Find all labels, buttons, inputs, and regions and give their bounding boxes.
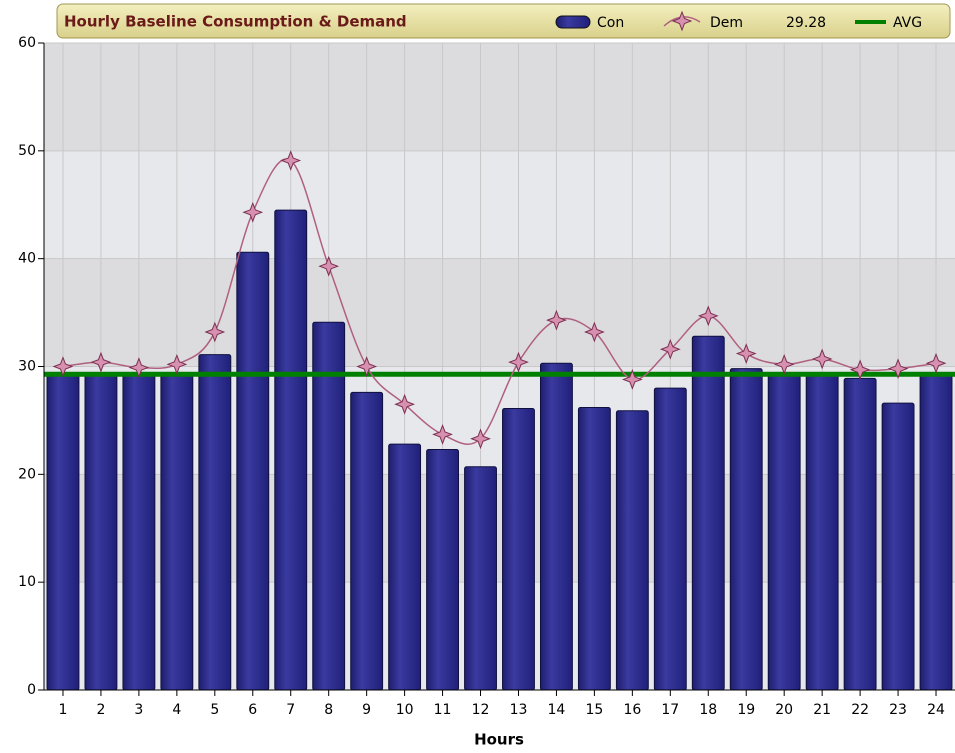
y-tick-label: 60: [18, 35, 36, 51]
x-tick-label: 18: [699, 702, 717, 718]
demand-marker: [356, 356, 378, 377]
y-tick-label: 50: [18, 143, 36, 159]
demand-marker: [508, 351, 529, 373]
bar: [46, 372, 80, 691]
legend-icon-con: [555, 15, 591, 29]
y-tick-label: 0: [27, 682, 36, 698]
x-axis-label: Hours: [474, 731, 524, 749]
bar: [426, 449, 460, 691]
bar: [350, 391, 384, 691]
demand-marker: [204, 321, 226, 343]
x-tick-label: 22: [851, 702, 869, 718]
band: [44, 582, 955, 690]
x-tick-label: 13: [510, 702, 528, 718]
bar: [691, 335, 725, 691]
x-tick-label: 11: [434, 702, 452, 718]
demand-marker: [166, 353, 188, 375]
demand-marker: [584, 321, 605, 343]
band: [44, 258, 955, 367]
band: [44, 474, 955, 583]
bar: [653, 387, 687, 691]
demand-marker: [659, 338, 681, 360]
x-tick-label: 1: [59, 702, 68, 718]
demand-marker: [849, 359, 871, 381]
bar: [160, 372, 194, 691]
x-tick-label: 19: [737, 702, 755, 718]
bar: [615, 410, 649, 691]
bar: [577, 406, 611, 691]
demand-marker: [280, 150, 302, 171]
bar: [236, 251, 270, 691]
legend-marker: [671, 10, 693, 32]
y-tick-label: 40: [18, 251, 36, 267]
bar: [312, 321, 346, 691]
demand-marker: [621, 369, 643, 390]
demand-marker: [811, 348, 833, 370]
legend-avg-value: 29.28: [786, 15, 826, 31]
lines: [44, 150, 955, 450]
band: [44, 366, 955, 475]
band: [44, 150, 955, 259]
demand-marker: [546, 309, 567, 331]
x-tick-label: 3: [134, 702, 143, 718]
demand-marker: [318, 255, 340, 277]
demand-marker: [52, 356, 74, 377]
title-box: [56, 3, 951, 39]
demand-marker: [394, 393, 415, 415]
demand-marker: [432, 424, 453, 445]
x-tick-label: 17: [661, 702, 679, 718]
x-tick-label: 21: [813, 702, 831, 718]
demand-marker: [128, 357, 150, 378]
x-tick-label: 5: [210, 702, 219, 718]
x-tick-label: 9: [362, 702, 371, 718]
bar: [919, 373, 953, 691]
bars: [46, 209, 953, 691]
bar: [767, 374, 801, 691]
demand-marker: [887, 358, 909, 380]
demand-marker: [470, 428, 491, 450]
demand-marker: [925, 352, 947, 374]
legend-label: Dem: [710, 15, 743, 31]
x-tick-label: 23: [889, 702, 907, 718]
x-tick-label: 16: [623, 702, 641, 718]
bar: [122, 372, 156, 691]
x-tick-label: 10: [396, 702, 414, 718]
x-tick-label: 15: [585, 702, 603, 718]
demand-marker: [735, 343, 757, 364]
x-tick-label: 14: [548, 702, 566, 718]
x-tick-label: 2: [96, 702, 105, 718]
x-tick-label: 7: [286, 702, 295, 718]
band: [44, 43, 955, 151]
bar: [881, 402, 915, 691]
y-tick-label: 20: [18, 466, 36, 482]
bar: [843, 377, 877, 691]
y-tick-label: 10: [18, 574, 36, 590]
x-tick-label: 12: [472, 702, 490, 718]
bar: [464, 466, 497, 691]
chart-title: Hourly Baseline Consumption & Demand: [64, 13, 407, 31]
x-tick-label: 6: [248, 702, 257, 718]
demand-marker: [90, 351, 112, 373]
bar: [805, 372, 839, 691]
bar: [84, 372, 118, 691]
legend-label: Con: [597, 15, 624, 31]
bar: [274, 209, 308, 691]
demand-marker: [697, 305, 719, 327]
x-tick-label: 8: [324, 702, 333, 718]
legend-label: AVG: [893, 15, 922, 31]
bar: [502, 408, 535, 691]
y-tick-label: 30: [18, 359, 36, 375]
bar: [198, 354, 232, 691]
bar: [388, 443, 422, 691]
bar: [729, 368, 763, 691]
x-tick-label: 24: [927, 702, 945, 718]
x-tick-label: 4: [172, 702, 181, 718]
x-tick-label: 20: [775, 702, 793, 718]
demand-marker: [242, 201, 264, 223]
demand-marker: [773, 353, 795, 375]
bar: [539, 362, 573, 691]
